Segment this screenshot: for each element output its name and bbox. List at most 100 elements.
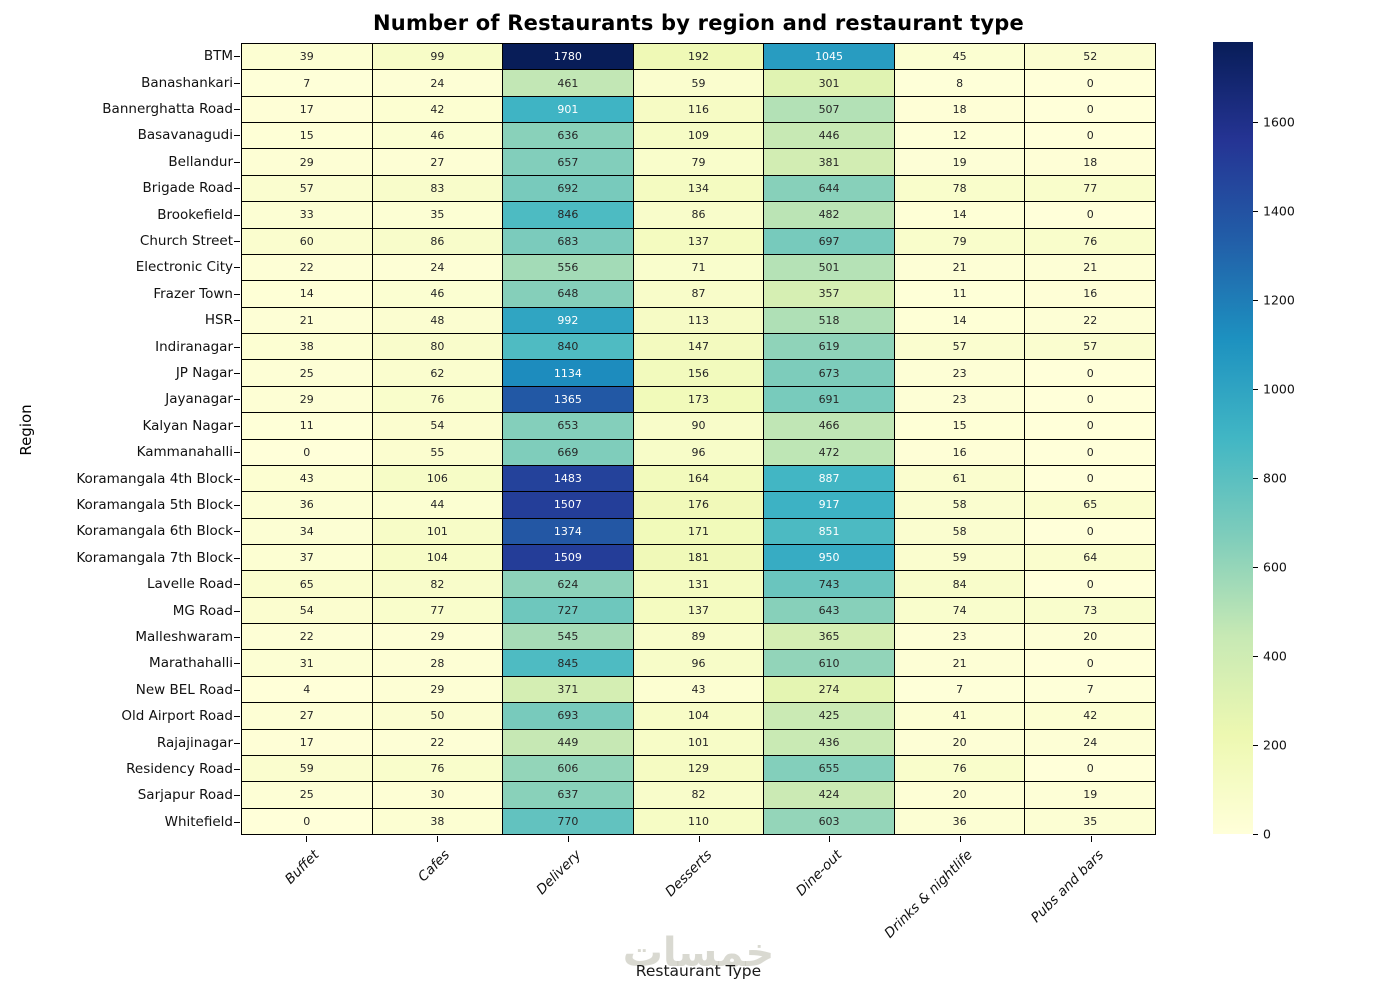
heatmap-cell: 181 (633, 544, 764, 571)
cell-value: 131 (687, 577, 709, 591)
cell-value: 147 (687, 340, 709, 354)
heatmap-cell: 11 (242, 413, 372, 439)
cell-value: 610 (818, 656, 840, 670)
cell-value: 59 (691, 76, 706, 90)
heatmap-cell: 116 (633, 96, 764, 123)
heatmap-cell: 19 (894, 149, 1025, 175)
heatmap-cell: 673 (764, 360, 894, 386)
y-tick-label: MG Road (172, 602, 233, 619)
cell-value: 770 (557, 814, 579, 828)
heatmap-cell: 109 (633, 123, 764, 149)
heatmap-cell: 106 (372, 465, 503, 492)
heatmap-cell: 518 (764, 307, 894, 334)
cell-value: 36 (299, 498, 314, 512)
cell-value: 21 (952, 656, 967, 670)
heatmap-cell: 59 (633, 70, 764, 96)
cell-value: 45 (952, 50, 967, 64)
heatmap-cell: 1507 (503, 492, 633, 518)
heatmap-cell: 1509 (503, 544, 633, 571)
y-tick-mark (234, 478, 240, 480)
colorbar-tick-mark (1253, 300, 1258, 302)
heatmap-cell: 57 (1025, 334, 1155, 360)
heatmap-cell: 27 (372, 149, 503, 175)
cell-value: 65 (1083, 498, 1098, 512)
cell-value: 851 (818, 524, 840, 538)
cell-value: 44 (430, 498, 445, 512)
cell-value: 15 (952, 419, 967, 433)
cell-value: 38 (430, 814, 445, 828)
y-tick-mark (234, 584, 240, 586)
heatmap-cell: 636 (503, 123, 633, 149)
cell-value: 743 (818, 577, 840, 591)
heatmap-cell: 693 (503, 703, 633, 729)
cell-value: 80 (430, 340, 445, 354)
heatmap-cell: 77 (1025, 175, 1155, 202)
x-tick-mark (829, 836, 831, 842)
heatmap-cell: 0 (1025, 386, 1155, 413)
cell-value: 12 (952, 129, 967, 143)
heatmap-cell: 50 (372, 703, 503, 729)
cell-value: 887 (818, 472, 840, 486)
cell-value: 636 (557, 129, 579, 143)
heatmap-cell: 655 (764, 755, 894, 782)
y-tick-mark (234, 769, 240, 770)
cell-value: 381 (818, 155, 840, 169)
y-tick-mark (234, 346, 240, 348)
heatmap-cell: 59 (242, 755, 372, 782)
cell-value: 60 (299, 234, 314, 248)
heatmap-cell: 606 (503, 755, 633, 782)
heatmap-cell: 131 (633, 571, 764, 597)
cell-value: 648 (557, 287, 579, 301)
heatmap-cell: 76 (372, 755, 503, 782)
y-tick-label: Lavelle Road (146, 576, 233, 593)
heatmap-cell: 381 (764, 149, 894, 175)
heatmap-cell: 36 (894, 808, 1025, 834)
cell-value: 545 (557, 630, 579, 644)
y-tick-mark (234, 637, 240, 638)
cell-value: 7 (303, 76, 311, 90)
heatmap-cell: 446 (764, 123, 894, 149)
heatmap-cell: 31 (242, 650, 372, 676)
cell-value: 637 (557, 788, 579, 802)
heatmap-cell: 65 (242, 571, 372, 597)
heatmap-cell: 45 (894, 44, 1025, 70)
cell-value: 691 (818, 392, 840, 406)
heatmap-cell: 0 (1025, 96, 1155, 123)
y-tick-mark (234, 742, 240, 744)
heatmap-cell: 147 (633, 334, 764, 360)
x-axis-title: Restaurant Type (635, 962, 762, 980)
cell-value: 76 (430, 392, 445, 406)
heatmap-cell: 34 (242, 518, 372, 544)
cell-value: 73 (1083, 603, 1098, 617)
heatmap-cell: 16 (1025, 281, 1155, 307)
heatmap-cell: 101 (372, 518, 503, 544)
cell-value: 482 (818, 208, 840, 222)
heatmap-cell: 76 (894, 755, 1025, 782)
heatmap-cell: 113 (633, 307, 764, 334)
y-tick-label: Malleshwaram (135, 628, 233, 645)
heatmap-cell: 23 (894, 360, 1025, 386)
y-tick-label: Banashankari (141, 74, 233, 91)
cell-value: 19 (1083, 788, 1098, 802)
x-tick-mark (1090, 836, 1092, 842)
y-tick-mark (234, 610, 240, 612)
x-tick-mark (959, 836, 961, 842)
cell-value: 22 (430, 735, 445, 749)
x-tick-mark (437, 836, 439, 842)
cell-value: 25 (299, 788, 314, 802)
heatmap-cell: 7 (1025, 676, 1155, 703)
heatmap-cell: 851 (764, 518, 894, 544)
y-tick-mark (234, 557, 240, 559)
heatmap-cell: 0 (1025, 439, 1155, 465)
cell-value: 61 (952, 472, 967, 486)
heatmap-cell: 78 (894, 175, 1025, 202)
cell-value: 7 (1086, 682, 1094, 696)
cell-value: 0 (1086, 762, 1094, 776)
heatmap-cell: 61 (894, 465, 1025, 492)
cell-value: 137 (687, 234, 709, 248)
cell-value: 78 (952, 182, 967, 195)
cell-value: 39 (299, 50, 314, 64)
watermark-text: خمسات (622, 930, 775, 976)
heatmap-cell: 653 (503, 413, 633, 439)
cell-value: 27 (430, 155, 445, 169)
